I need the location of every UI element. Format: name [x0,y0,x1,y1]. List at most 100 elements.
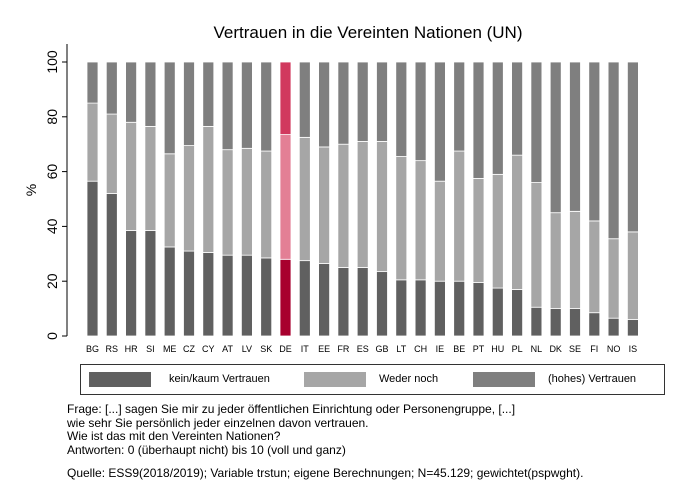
x-tick-label-at: AT [222,344,233,354]
bars [86,61,639,337]
bar-segment-pt-2 [472,61,485,179]
bar-segment-lv-0 [240,254,253,337]
bar-segment-lv-1 [240,147,253,256]
x-tick-label-hr: HR [125,344,138,354]
bar-segment-hr-1 [125,121,137,231]
bar-segment-gb-2 [376,61,388,142]
bar-segment-ie-1 [433,180,446,282]
x-tick-label-cy: CY [202,344,215,354]
bar-segment-ie-2 [433,61,446,182]
bar-segment-cy-0 [202,252,215,337]
bar-segment-bg-1 [86,102,99,182]
bar-segment-lt-0 [395,279,408,337]
bar-segment-rs-1 [105,113,118,194]
bar-segment-bg-2 [86,61,99,104]
bar-segment-pt-0 [472,282,485,337]
bar-segment-lt-1 [395,156,408,281]
x-tick-label-ee: EE [318,344,330,354]
bar-segment-pl-0 [511,289,524,337]
bar-segment-fr-2 [337,61,350,145]
bar-segment-cy-2 [202,61,215,127]
bar-segment-nl-2 [530,61,543,183]
bar-segment-si-0 [144,230,157,337]
bar-segment-bg-0 [86,180,99,337]
x-tick-label-si: SI [146,344,155,354]
x-tick-label-me: ME [163,344,177,354]
x-tick-label-lt: LT [396,344,406,354]
x-axis: BG RS HR SI ME CZ CY AT LV SK DE IT EE FR ES GB LT CH IE BE… [86,344,637,354]
legend-label-weder-noch: Weder noch [379,373,439,385]
bar-segment-ee-2 [318,61,331,148]
y-axis: 0 20 40 60 80 100 [44,44,68,340]
bar-segment-me-2 [163,61,176,155]
bar-segment-nl-1 [530,182,543,308]
bar-segment-pl-1 [511,154,524,290]
x-tick-label-fr: FR [337,344,349,354]
bar-segment-is-0 [627,319,639,337]
bar-segment-pl-2 [511,61,524,156]
y-tick-label: 20 [44,273,60,289]
bar-segment-es-1 [356,141,369,268]
bar-segment-ch-1 [414,160,427,281]
bar-segment-cy-1 [202,125,215,253]
bar-segment-at-0 [221,254,234,337]
bar-segment-lv-2 [240,61,253,149]
bar-segment-at-1 [221,149,234,256]
bar-segment-me-1 [163,153,176,248]
bar-segment-cz-2 [183,61,195,146]
bar-segment-hr-2 [125,61,137,123]
bar-segment-de-0 [279,258,292,337]
bar-segment-ee-1 [318,146,331,264]
x-tick-label-is: IS [629,344,638,354]
bar-segment-dk-0 [549,308,562,337]
y-tick-label: 40 [44,218,60,234]
x-tick-label-hu: HU [491,344,504,354]
x-tick-label-cz: CZ [183,344,195,354]
bar-segment-hu-1 [491,173,504,289]
note-line-2: wie sehr Sie persönlich jeder einzelnen … [67,415,369,430]
bar-segment-ie-0 [433,280,446,337]
x-tick-label-nl: NL [531,344,543,354]
bar-segment-gb-1 [376,141,388,273]
note-line-1: Frage: [...] sagen Sie mir zu jeder öffe… [67,402,516,416]
bar-segment-de-1 [279,134,292,260]
note-line-4: Antworten: 0 (überhaupt nicht) bis 10 (v… [67,442,346,457]
bar-segment-lt-2 [395,61,408,157]
bar-segment-nl-0 [530,306,543,337]
bar-segment-sk-2 [260,61,273,152]
x-tick-label-rs: RS [106,344,119,354]
legend-swatch-weder-noch [304,372,366,387]
bar-segment-ee-0 [318,262,331,337]
bar-segment-cz-0 [183,250,195,337]
bar-segment-no-2 [607,61,620,240]
y-tick-label: 60 [44,164,60,180]
legend-label-kein-vertrauen: kein/kaum Vertrauen [169,373,270,385]
x-tick-label-dk: DK [549,344,562,354]
chart-title: Vertrauen in die Vereinten Nationen (UN) [213,23,522,42]
legend: kein/kaum Vertrauen Weder noch (hohes) V… [80,364,665,395]
bar-segment-fr-0 [337,267,350,337]
x-tick-label-be: BE [453,344,465,354]
x-tick-label-lv: LV [242,344,252,354]
legend-swatch-kein-vertrauen [89,372,151,387]
chart-canvas: Vertrauen in die Vereinten Nationen (UN)… [23,23,639,354]
bar-segment-es-2 [356,61,369,142]
bar-segment-be-1 [453,150,466,282]
bar-segment-hu-0 [491,287,504,337]
bar-segment-no-0 [607,317,620,337]
note-line-3: Wie ist das mit den Vereinten Nationen? [67,429,281,443]
bar-segment-it-0 [298,260,311,337]
y-axis-label: % [23,184,39,196]
x-tick-label-bg: BG [86,344,99,354]
bar-segment-is-2 [627,61,639,233]
bar-segment-be-2 [453,61,466,152]
x-tick-label-fi: FI [590,344,598,354]
question-notes: Frage: [...] sagen Sie mir zu jeder öffe… [67,402,516,457]
bar-segment-cz-1 [183,145,195,252]
bar-segment-sk-0 [260,257,273,337]
bar-segment-gb-0 [376,271,388,337]
bar-segment-me-0 [163,246,176,337]
x-tick-label-ch: CH [414,344,427,354]
y-tick-label: 100 [44,50,60,74]
bar-segment-fi-0 [588,312,601,337]
